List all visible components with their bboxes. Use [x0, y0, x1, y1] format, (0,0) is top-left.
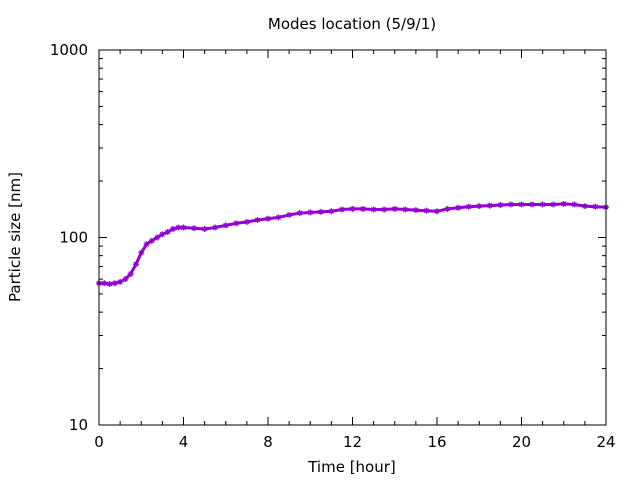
data-point: [497, 202, 504, 209]
y-tick-label: 10: [69, 416, 88, 434]
data-point: [222, 222, 229, 229]
data-point: [143, 241, 150, 248]
data-point: [243, 218, 250, 225]
data-point: [175, 224, 182, 231]
data-point: [201, 226, 208, 233]
data-point: [539, 201, 546, 208]
data-point: [148, 237, 155, 244]
data-point: [117, 278, 124, 285]
data-point: [581, 203, 588, 210]
data-point: [507, 201, 514, 208]
data-point: [286, 211, 293, 218]
data-point: [233, 220, 240, 227]
x-tick-label: 4: [179, 433, 189, 451]
data-point: [465, 203, 472, 210]
data-point: [212, 224, 219, 231]
data-point: [159, 231, 166, 238]
data-point: [180, 224, 187, 231]
x-tick-label: 12: [343, 433, 362, 451]
data-point: [191, 225, 198, 232]
x-tick-label: 8: [263, 433, 273, 451]
data-point: [265, 215, 271, 222]
data-point: [275, 214, 282, 221]
data-point: [402, 206, 409, 213]
data-point: [360, 205, 367, 212]
data-point: [571, 201, 578, 208]
data-point: [412, 207, 419, 214]
data-point: [254, 216, 261, 223]
x-tick-label: 16: [427, 433, 446, 451]
data-point: [518, 201, 525, 208]
data-point: [560, 200, 567, 207]
data-point: [476, 203, 483, 210]
x-tick-label: 20: [512, 433, 531, 451]
data-point: [101, 280, 108, 287]
data-point: [391, 205, 398, 212]
data-point: [154, 234, 161, 241]
x-axis-label: Time [hour]: [307, 458, 396, 476]
plot-frame: [98, 49, 607, 426]
data-point: [349, 205, 356, 212]
data-point: [338, 206, 345, 213]
series-layer: [96, 200, 609, 287]
axis-tick-labels: 0 4 8 12 16 20 24 10 100 1000: [50, 41, 616, 451]
data-point: [127, 270, 134, 277]
data-point: [370, 206, 377, 213]
data-point: [444, 205, 451, 212]
y-axis-label: Particle size [nm]: [6, 172, 24, 302]
data-point: [455, 204, 462, 211]
chart-title: Modes location (5/9/1): [268, 15, 436, 33]
data-point: [307, 209, 314, 216]
data-point: [169, 226, 176, 233]
data-point: [317, 208, 324, 215]
data-point: [138, 249, 145, 256]
data-point: [122, 276, 129, 283]
data-point: [111, 280, 118, 287]
data-point: [132, 261, 139, 268]
data-point: [164, 228, 171, 235]
data-point: [592, 203, 599, 210]
data-point: [328, 208, 335, 215]
x-tick-label: 24: [596, 433, 615, 451]
data-point: [381, 206, 388, 213]
data-point: [106, 280, 113, 287]
series: [96, 200, 609, 287]
y-tick-label: 1000: [50, 41, 88, 59]
data-point: [296, 210, 303, 217]
data-point: [434, 208, 440, 215]
y-tick-label: 100: [59, 229, 88, 247]
data-point: [486, 202, 493, 209]
data-point: [529, 201, 536, 208]
data-point: [423, 207, 430, 214]
data-point: [550, 201, 557, 208]
x-tick-label: 0: [94, 433, 104, 451]
